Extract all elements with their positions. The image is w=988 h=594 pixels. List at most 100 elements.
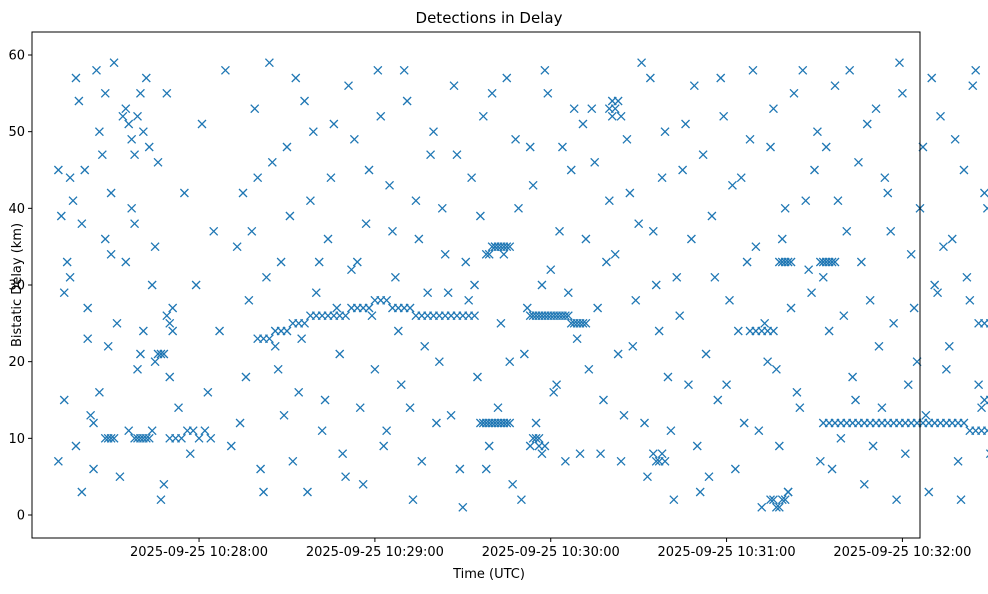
data-point-marker <box>314 257 324 267</box>
data-point-marker <box>226 441 236 451</box>
data-point-marker <box>648 226 658 236</box>
data-point-marker <box>848 372 858 382</box>
data-point-marker <box>669 495 679 505</box>
y-tick-label: 50 <box>8 125 25 140</box>
data-point-marker <box>481 464 491 474</box>
data-point-marker <box>133 364 142 374</box>
data-point-marker <box>502 73 512 83</box>
data-point-marker <box>944 341 954 351</box>
data-point-marker <box>138 127 148 137</box>
data-point-marker <box>499 249 509 259</box>
data-point-marker <box>821 142 831 152</box>
data-point-marker <box>264 58 274 68</box>
data-point-marker <box>804 265 814 275</box>
data-point-marker <box>610 249 620 259</box>
data-point-marker <box>115 472 125 482</box>
data-point-marker <box>385 180 395 190</box>
data-point-marker <box>540 65 550 75</box>
data-point-marker <box>294 387 304 397</box>
data-point-marker <box>259 487 268 497</box>
data-point-marker <box>839 311 849 321</box>
data-point-marker <box>106 433 116 443</box>
data-point-marker <box>329 119 339 129</box>
data-point-marker <box>446 410 456 420</box>
data-point-marker <box>900 449 910 459</box>
data-point-marker <box>382 426 392 436</box>
data-point-marker <box>203 387 213 397</box>
data-point-marker <box>443 288 453 298</box>
data-point-marker <box>965 295 975 305</box>
data-point-marker <box>256 464 266 474</box>
data-point-marker <box>159 479 169 489</box>
data-point-marker <box>144 433 154 443</box>
data-point-marker <box>824 326 834 336</box>
data-point-marker <box>886 226 896 236</box>
data-point-marker <box>628 341 638 351</box>
data-point-marker <box>147 426 157 436</box>
data-point-marker <box>760 318 770 328</box>
data-point-marker <box>144 142 154 152</box>
data-point-marker <box>261 272 271 282</box>
data-point-marker <box>590 157 600 167</box>
data-point-marker <box>537 280 547 290</box>
data-point-marker <box>417 456 427 466</box>
data-point-marker <box>473 372 482 382</box>
data-point-marker <box>326 173 336 183</box>
data-point-marker <box>124 426 134 436</box>
data-point-marker <box>657 173 667 183</box>
data-point-marker <box>399 65 409 75</box>
data-point-marker <box>584 364 594 374</box>
data-point-marker <box>209 226 219 236</box>
data-point-marker <box>59 288 69 298</box>
data-point-marker <box>390 272 400 282</box>
data-point-marker <box>604 196 614 206</box>
data-point-marker <box>780 495 790 505</box>
data-point-marker <box>842 226 852 236</box>
data-point-marker <box>707 211 717 221</box>
data-point-marker <box>522 303 532 313</box>
data-point-marker <box>769 495 778 505</box>
x-tick-label: 2025-09-25 10:32:00 <box>833 545 971 560</box>
x-axis-label: Time (UTC) <box>452 567 525 582</box>
data-point-marker <box>341 472 351 482</box>
data-point-marker <box>921 410 931 420</box>
data-point-marker <box>754 426 764 436</box>
data-point-marker <box>774 502 784 512</box>
data-point-marker <box>783 487 793 497</box>
data-point-marker <box>367 311 377 321</box>
data-point-marker <box>109 58 119 68</box>
data-point-marker <box>771 364 781 374</box>
data-point-marker <box>147 280 157 290</box>
data-point-marker <box>581 318 591 328</box>
data-point-marker <box>851 395 860 405</box>
data-point-marker <box>701 349 711 359</box>
data-point-marker <box>194 433 204 443</box>
data-point-marker <box>637 58 647 68</box>
data-point-marker <box>540 441 550 451</box>
data-point-marker <box>393 326 403 336</box>
data-point-marker <box>675 311 685 321</box>
plot-area-frame <box>31 31 921 539</box>
data-point-marker <box>458 502 468 512</box>
data-point-marker <box>141 73 151 83</box>
data-point-marker <box>684 380 693 390</box>
data-point-marker <box>739 418 749 428</box>
data-point-marker <box>710 272 720 282</box>
data-point-marker <box>730 464 740 474</box>
data-point-marker <box>546 265 556 275</box>
data-point-marker <box>563 288 573 298</box>
data-point-marker <box>361 219 371 229</box>
y-axis-ticks: 0 10 20 30 40 50 60 <box>8 49 32 524</box>
y-axis-label: Bistatic Delay (km) <box>10 223 25 347</box>
data-point-marker <box>815 456 825 466</box>
data-point-marker <box>625 188 635 198</box>
data-point-marker <box>631 295 641 305</box>
data-point-marker <box>525 441 535 451</box>
data-point-marker <box>426 150 436 160</box>
data-point-marker <box>429 127 438 137</box>
data-point-marker <box>651 456 661 466</box>
data-point-marker <box>698 150 708 160</box>
data-point-marker <box>725 295 734 305</box>
data-point-marker <box>431 418 441 428</box>
data-point-marker <box>959 418 969 428</box>
